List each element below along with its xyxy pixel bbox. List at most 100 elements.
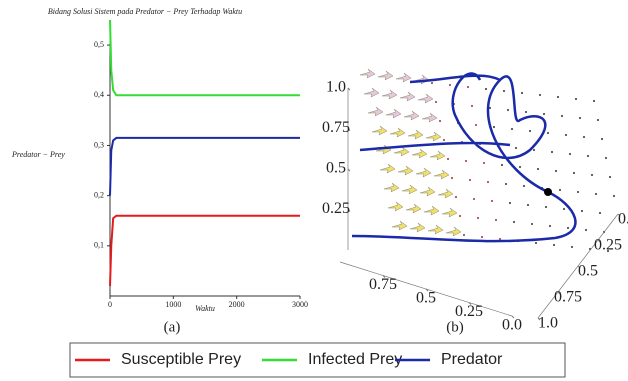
field-dot [514, 146, 518, 150]
field-dot [446, 157, 450, 161]
field-dot [556, 95, 560, 99]
field-dot [466, 85, 470, 89]
field-dot [494, 218, 498, 222]
field-dot [498, 237, 502, 241]
field-dot [536, 167, 540, 171]
field-dot [526, 203, 530, 207]
legend-label: Infected Prey [308, 351, 402, 368]
field-dot [464, 159, 468, 163]
field-dot [518, 165, 522, 169]
arrow-glyph [441, 207, 458, 218]
arrow-glyph [383, 182, 400, 193]
field-dot [480, 235, 484, 239]
arrow-glyph [385, 108, 402, 119]
field-dot [442, 138, 446, 142]
field-dot [434, 100, 438, 104]
field-dot [468, 178, 472, 182]
field-dot [472, 197, 476, 201]
field-dot [502, 89, 506, 93]
arrow-glyph [395, 72, 412, 83]
field-dot [490, 199, 494, 203]
y-tick-label: 0,2 [94, 190, 104, 199]
x-tick-label: 2000 [229, 300, 245, 309]
arrow-glyph [425, 131, 442, 142]
field-dot [590, 173, 594, 177]
field-dot [522, 184, 526, 188]
tick-3d [557, 291, 561, 295]
field-dot [566, 226, 570, 230]
caption: (b) [446, 319, 464, 335]
field-dot [448, 83, 452, 87]
field-dot [606, 249, 610, 253]
arrow-glyph [433, 169, 450, 180]
arrow-glyph [397, 165, 414, 176]
field-dot [604, 156, 608, 160]
arrow-glyph [391, 220, 408, 231]
field-dot [582, 135, 586, 139]
tick-3d [537, 317, 541, 321]
y-axis-label: Predator − Prey [11, 150, 65, 159]
field-dot [504, 182, 508, 186]
field-dot [584, 228, 588, 232]
field-dot [574, 97, 578, 101]
series-line [109, 19, 300, 97]
tick-3d [347, 168, 351, 172]
field-dot [576, 190, 580, 194]
tick-label-3d: 0.5 [416, 290, 436, 307]
arrow-glyph [437, 188, 454, 199]
field-dot [550, 150, 554, 154]
arrow-glyph [429, 150, 446, 161]
field-dot [592, 99, 596, 103]
field-dot [554, 169, 558, 173]
x-tick-label: 3000 [292, 300, 308, 309]
field-dot [512, 220, 516, 224]
chart-title: Bidang Solusi Sistem pada Predator − Pre… [48, 7, 242, 16]
vector-field [359, 68, 616, 253]
field-dot [454, 195, 458, 199]
arrow-glyph [399, 91, 416, 102]
arrow-glyph [401, 184, 418, 195]
y-tick-label: 0,5 [94, 40, 104, 49]
arrow-glyph [393, 146, 410, 157]
tick-3d [347, 209, 351, 212]
arrow-glyph [379, 163, 396, 174]
field-dot [544, 205, 548, 209]
field-dot [474, 123, 478, 127]
field-dot [596, 118, 600, 122]
field-dot [580, 209, 584, 213]
field-dot [484, 87, 488, 91]
arrow-glyph [407, 129, 424, 140]
field-dot [500, 163, 504, 167]
field-dot [528, 129, 532, 133]
arrow-glyph [427, 224, 444, 235]
tick-label-3d: 0.75 [369, 276, 397, 293]
tick-3d [468, 302, 472, 305]
tick-3d [425, 288, 429, 292]
x-tick-label: 1000 [165, 300, 181, 309]
series-line [109, 136, 300, 196]
arrow-glyph [415, 167, 432, 178]
tick-label-3d: 0.0 [502, 317, 522, 334]
arrow-glyph [387, 201, 404, 212]
field-dot [520, 91, 524, 95]
field-dot [506, 108, 510, 112]
field-dot [450, 176, 454, 180]
arrow-glyph [411, 148, 428, 159]
arrow-glyph [367, 106, 384, 117]
y-tick-label: 0,3 [94, 140, 104, 149]
field-dot [546, 131, 550, 135]
field-dot [542, 112, 546, 116]
field-dot [532, 148, 536, 152]
tick-3d [511, 315, 515, 319]
arrow-glyph [409, 222, 426, 233]
field-dot [488, 106, 492, 110]
field-dot [598, 211, 602, 215]
field-dot [586, 154, 590, 158]
y-tick-label: 0,4 [94, 90, 104, 99]
tick-3d [347, 87, 351, 91]
tick-3d [577, 265, 581, 269]
field-dot [600, 137, 604, 141]
legend-box [69, 342, 566, 378]
field-dot [534, 241, 538, 245]
